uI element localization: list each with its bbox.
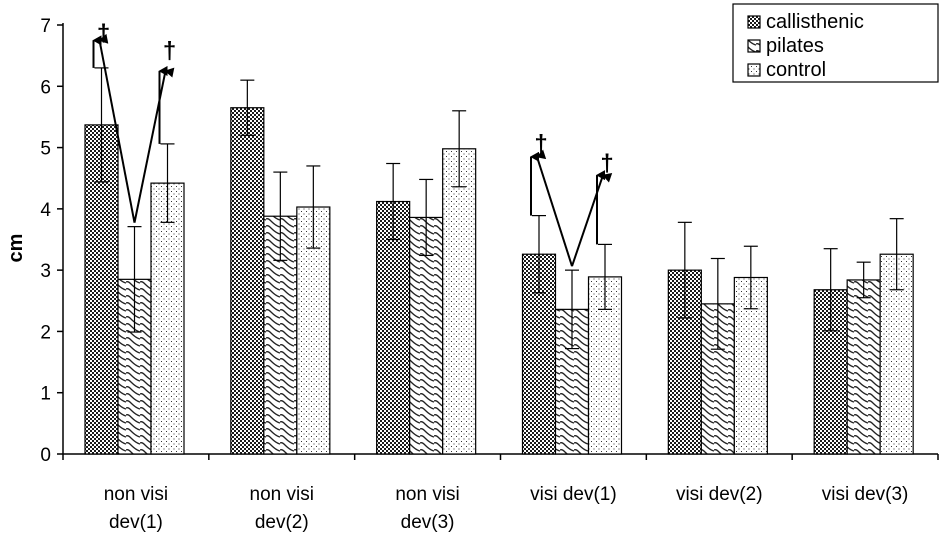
bar-control	[442, 148, 477, 455]
legend-label-callisthenic: callisthenic	[766, 11, 864, 33]
x-axis: non visi dev(1) non visi dev(2) non visi dev(…	[62, 453, 939, 533]
significance-arrow	[571, 172, 613, 267]
y-tick-label: 1	[40, 384, 51, 405]
y-tick-label: 5	[40, 139, 51, 160]
significance-arrow	[536, 149, 573, 267]
y-tick-label: 7	[40, 16, 51, 37]
bar-pilates	[409, 216, 444, 455]
x-tick-label: non visi dev(3)	[395, 484, 459, 533]
y-tick-label: 6	[40, 77, 51, 98]
dagger-label: †	[97, 20, 110, 47]
error-bars-group	[94, 67, 904, 350]
y-tick-label: 3	[40, 261, 51, 282]
bars-group	[84, 107, 914, 455]
annotations-group: † † † †	[92, 20, 614, 267]
x-tick-label: visi dev(3)	[822, 484, 909, 505]
dagger-label: †	[534, 130, 547, 157]
significance-arrow	[133, 67, 175, 223]
dagger-label: †	[163, 37, 176, 64]
legend-box	[732, 3, 939, 83]
legend-label-pilates: pilates	[766, 35, 824, 57]
legend-swatch-control	[747, 63, 761, 77]
bar-pilates	[846, 279, 881, 455]
legend-swatch-callisthenic	[747, 15, 761, 29]
legend-label-control: control	[766, 59, 826, 81]
legend-swatch-pilates	[747, 39, 761, 53]
y-tick-label: 2	[40, 322, 51, 343]
bar-control	[150, 182, 185, 455]
y-tick-label: 0	[40, 445, 51, 466]
x-tick-label: visi dev(2)	[676, 484, 763, 505]
bar-callisthenic	[230, 107, 265, 455]
dagger-label: †	[600, 150, 613, 177]
y-tick-label: 4	[40, 200, 51, 221]
y-axis: 0 1 2 3 4 5 6 7	[40, 16, 64, 466]
x-tick-label: non visi dev(2)	[250, 484, 314, 533]
significance-arrow	[98, 33, 136, 223]
x-tick-label: non visi dev(1)	[104, 484, 168, 533]
y-axis-label: cm	[5, 234, 27, 263]
x-tick-label: visi dev(1)	[530, 484, 617, 505]
